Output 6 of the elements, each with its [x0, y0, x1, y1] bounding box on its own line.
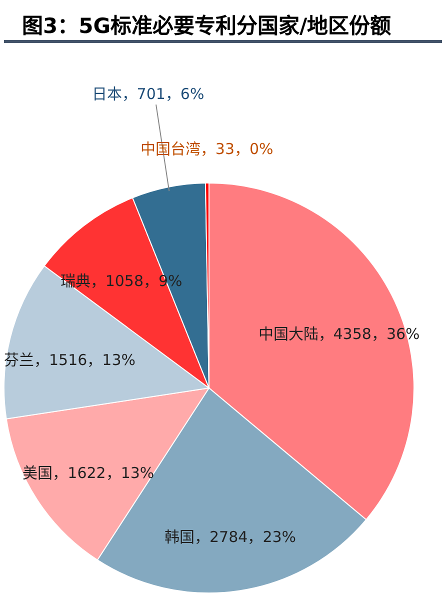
slice-label: 美国，1622，13% [22, 462, 156, 484]
slice-label: 中国台湾，33，0% [139, 139, 274, 160]
slice-label: 日本，701，6% [90, 84, 206, 105]
slice-label: 芬兰，1516，13% [2, 350, 136, 372]
slice-label: 韩国，2784，23% [164, 526, 298, 548]
chart-title: 图3：5G标准必要专利分国家/地区份额 [22, 14, 392, 38]
